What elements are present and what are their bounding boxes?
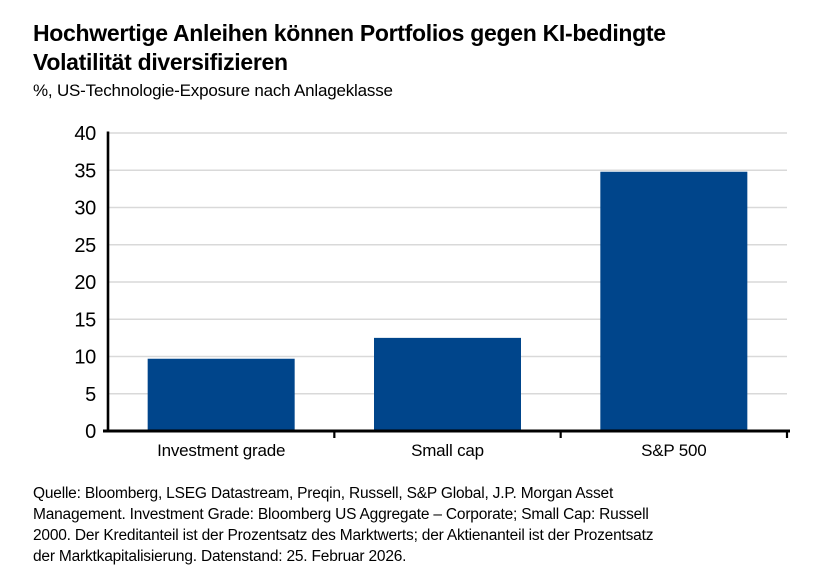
chart-subtitle: %, US-Technologie-Exposure nach Anlagekl… <box>33 81 393 100</box>
bar-small-cap <box>374 337 521 431</box>
y-tick-label-35: 35 <box>74 160 96 182</box>
source-note-line-3: 2000. Der Kreditanteil ist der Prozentsa… <box>33 527 654 544</box>
y-tick-label-0: 0 <box>85 421 96 443</box>
x-category-label-s-p-500: S&P 500 <box>641 441 706 460</box>
page-title-line-1: Hochwertige Anleihen können Portfolios g… <box>33 20 666 46</box>
bar-s-p-500 <box>600 171 748 432</box>
y-tick-label-20: 20 <box>74 272 96 294</box>
source-note-line-1: Quelle: Bloomberg, LSEG Datastream, Preq… <box>33 485 614 502</box>
bar-chart: 0 5 10 15 20 25 30 35 40 Investment grade Small ca… <box>74 123 790 460</box>
y-tick-label-10: 10 <box>74 347 96 369</box>
page-title-line-2: Volatilität diversifizieren <box>33 49 288 75</box>
y-tick-label-30: 30 <box>74 198 96 220</box>
source-note-line-4: der Marktkapitalisierung. Datenstand: 25… <box>33 548 407 565</box>
bar-investment-grade <box>147 358 295 431</box>
source-note: Quelle: Bloomberg, LSEG Datastream, Preq… <box>33 483 653 567</box>
page-title: Hochwertige Anleihen können Portfolios g… <box>33 19 666 77</box>
y-tick-label-25: 25 <box>74 235 96 257</box>
y-tick-label-40: 40 <box>74 123 96 145</box>
source-note-line-2: Management. Investment Grade: Bloomberg … <box>33 506 649 523</box>
chart-area: 0 5 10 15 20 25 30 35 40 Investment grade Small ca… <box>0 110 838 475</box>
x-category-label-investment-grade: Investment grade <box>157 441 285 460</box>
y-tick-label-5: 5 <box>85 384 96 406</box>
y-tick-label-15: 15 <box>74 309 96 331</box>
x-category-label-small-cap: Small cap <box>411 441 484 460</box>
